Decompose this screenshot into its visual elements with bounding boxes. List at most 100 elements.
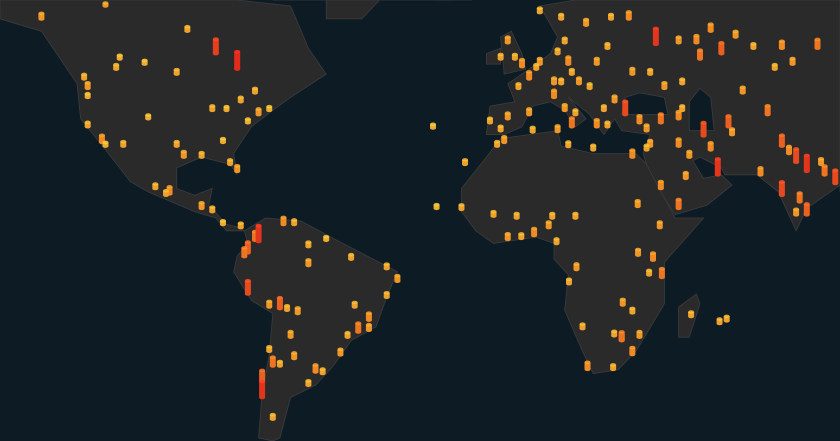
data-column[interactable] — [593, 56, 600, 66]
data-column[interactable] — [583, 17, 590, 27]
data-column[interactable] — [383, 290, 390, 299]
data-column[interactable] — [116, 53, 123, 61]
data-column[interactable] — [625, 10, 632, 21]
data-column[interactable] — [832, 168, 839, 186]
data-column[interactable] — [337, 347, 344, 357]
data-column[interactable] — [584, 360, 591, 372]
data-column[interactable] — [656, 220, 663, 230]
data-column[interactable] — [141, 58, 148, 66]
data-column[interactable] — [821, 164, 828, 177]
data-column[interactable] — [608, 12, 614, 21]
data-column[interactable] — [244, 278, 251, 296]
data-column[interactable] — [212, 37, 219, 56]
data-column[interactable] — [604, 120, 611, 129]
data-column[interactable] — [593, 117, 600, 129]
data-column[interactable] — [515, 82, 522, 91]
data-column[interactable] — [312, 363, 319, 374]
data-column[interactable] — [558, 12, 565, 21]
data-column[interactable] — [643, 143, 650, 152]
data-column[interactable] — [513, 211, 520, 220]
data-column[interactable] — [529, 125, 536, 134]
data-column[interactable] — [462, 158, 469, 167]
data-column[interactable] — [184, 24, 191, 33]
data-column[interactable] — [545, 220, 552, 230]
data-column[interactable] — [84, 80, 91, 91]
data-column[interactable] — [697, 48, 703, 61]
data-column[interactable] — [675, 197, 682, 211]
data-column[interactable] — [558, 77, 565, 86]
data-column[interactable] — [241, 246, 248, 259]
data-column[interactable] — [486, 116, 493, 125]
data-column[interactable] — [622, 99, 629, 117]
data-column[interactable] — [796, 191, 803, 204]
data-column[interactable] — [565, 140, 572, 149]
data-column[interactable] — [291, 351, 298, 361]
data-column[interactable] — [561, 36, 568, 45]
data-column[interactable] — [718, 41, 725, 56]
data-column[interactable] — [519, 57, 525, 69]
data-column[interactable] — [323, 234, 330, 243]
data-column[interactable] — [234, 164, 241, 174]
data-column[interactable] — [237, 221, 244, 230]
data-column[interactable] — [675, 35, 682, 45]
data-column[interactable] — [629, 66, 636, 76]
data-column[interactable] — [504, 111, 511, 121]
data-column[interactable] — [102, 1, 109, 8]
data-column[interactable] — [675, 109, 682, 121]
data-column[interactable] — [565, 277, 572, 286]
data-column[interactable] — [568, 67, 575, 76]
data-column[interactable] — [518, 232, 525, 241]
data-column[interactable] — [145, 113, 152, 121]
data-column[interactable] — [757, 166, 764, 177]
data-column[interactable] — [778, 133, 785, 148]
data-column[interactable] — [572, 211, 579, 220]
data-column[interactable] — [166, 185, 173, 196]
data-column[interactable] — [266, 299, 273, 309]
data-column[interactable] — [305, 378, 312, 388]
data-column[interactable] — [551, 88, 558, 100]
data-column[interactable] — [803, 153, 810, 174]
data-column[interactable] — [575, 76, 582, 86]
data-column[interactable] — [818, 156, 825, 167]
data-column[interactable] — [611, 94, 618, 104]
data-column[interactable] — [351, 300, 358, 309]
data-column[interactable] — [497, 124, 504, 133]
data-column[interactable] — [276, 359, 283, 368]
data-column[interactable] — [714, 157, 721, 177]
data-column[interactable] — [305, 240, 312, 249]
data-column[interactable] — [739, 85, 746, 95]
data-column[interactable] — [647, 67, 654, 76]
data-column[interactable] — [551, 76, 558, 86]
data-column[interactable] — [635, 247, 642, 257]
data-column[interactable] — [636, 329, 643, 339]
data-column[interactable] — [778, 39, 785, 51]
data-column[interactable] — [526, 107, 533, 117]
data-column[interactable] — [629, 345, 636, 357]
data-column[interactable] — [561, 102, 568, 113]
data-column[interactable] — [579, 322, 586, 331]
data-column[interactable] — [511, 52, 518, 61]
data-column[interactable] — [803, 202, 810, 217]
data-column[interactable] — [600, 104, 607, 113]
data-column[interactable] — [344, 330, 351, 339]
data-column[interactable] — [573, 262, 580, 272]
data-column[interactable] — [634, 199, 641, 209]
data-column[interactable] — [81, 72, 88, 81]
data-column[interactable] — [572, 108, 579, 117]
data-column[interactable] — [255, 223, 262, 244]
data-column[interactable] — [227, 158, 234, 167]
data-column[interactable] — [553, 237, 560, 246]
data-column[interactable] — [209, 205, 216, 214]
data-column[interactable] — [786, 144, 792, 156]
data-column[interactable] — [716, 317, 723, 326]
data-column[interactable] — [629, 148, 636, 159]
data-column[interactable] — [554, 124, 561, 134]
data-column[interactable] — [652, 26, 659, 47]
data-column[interactable] — [365, 311, 372, 322]
data-column[interactable] — [750, 41, 757, 51]
data-column[interactable] — [504, 35, 511, 45]
data-column[interactable] — [686, 149, 693, 159]
data-column[interactable] — [658, 266, 665, 280]
data-column[interactable] — [693, 33, 700, 45]
data-column[interactable] — [383, 262, 390, 271]
